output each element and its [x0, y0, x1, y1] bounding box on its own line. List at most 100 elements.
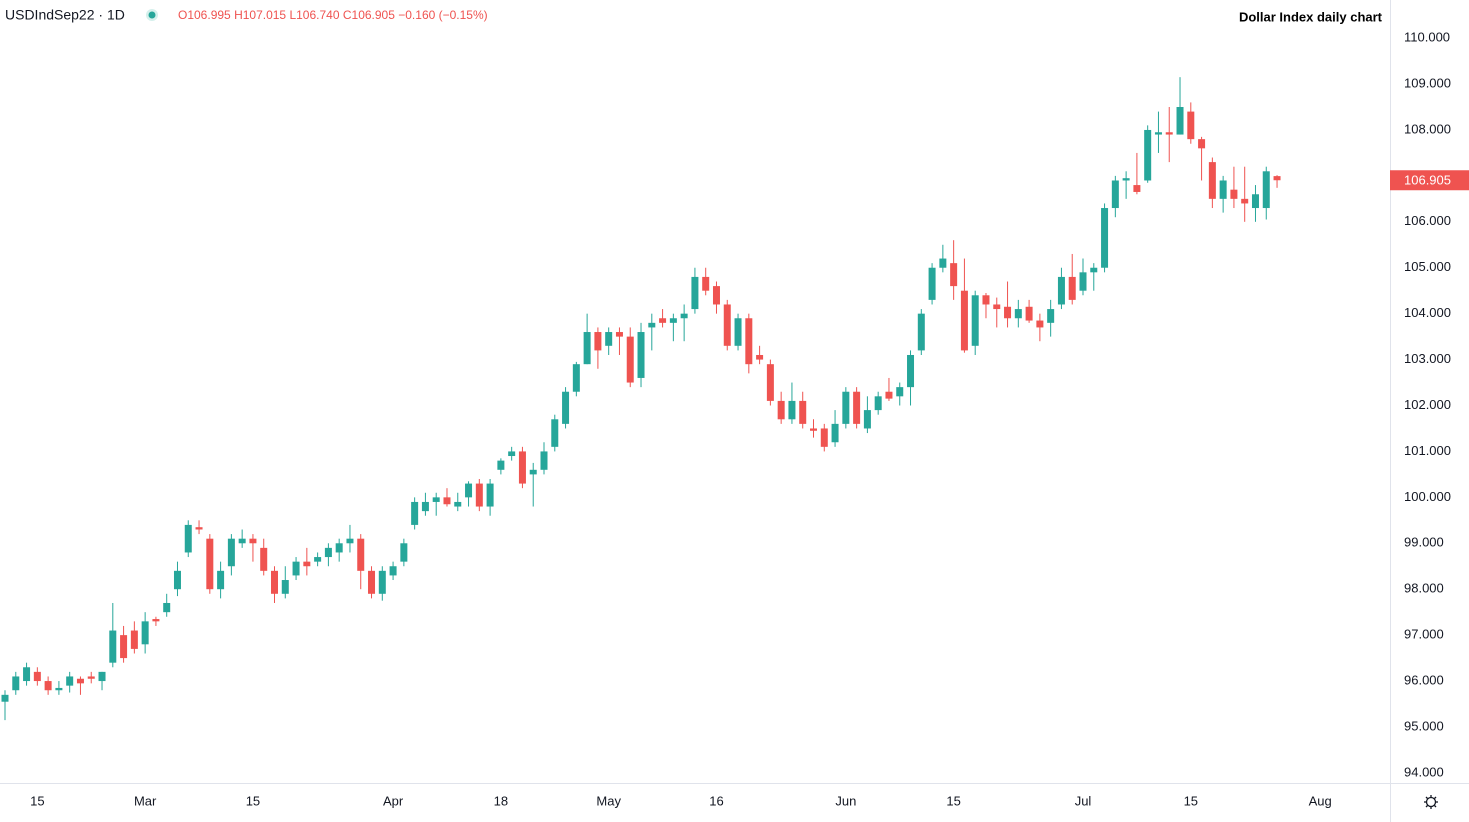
candle-body: [551, 419, 559, 447]
settings-icon[interactable]: [1424, 795, 1438, 809]
candle-body: [723, 304, 731, 346]
candle-body: [1154, 132, 1162, 135]
candle-body: [810, 428, 817, 431]
candle-body: [249, 538, 257, 544]
candle-body: [195, 527, 203, 530]
gear-tooth: [1425, 805, 1428, 808]
candle-body: [346, 538, 354, 544]
candle-body: [702, 276, 710, 291]
candle-body: [66, 676, 74, 686]
candle-body: [141, 621, 149, 645]
gear-tooth: [1425, 796, 1428, 799]
candle-body: [238, 538, 246, 544]
candle-body: [907, 354, 915, 388]
candle-body: [486, 483, 494, 507]
candle-body: [152, 619, 160, 622]
candle-body: [465, 483, 473, 498]
candle-body: [130, 630, 138, 649]
candle-body: [820, 428, 828, 447]
candle-body: [766, 364, 774, 401]
candle-body: [756, 354, 764, 360]
y-tick-label: 103.000: [1404, 351, 1451, 366]
candle-body: [400, 543, 408, 562]
candle-body: [163, 602, 171, 613]
candle-body: [508, 451, 516, 457]
candle-body: [217, 570, 225, 590]
candle-body: [378, 570, 386, 594]
candle-body: [788, 400, 796, 420]
candle-body: [1176, 107, 1184, 135]
y-tick-label: 99.000: [1404, 535, 1444, 550]
last-price-tag: [1390, 170, 1469, 191]
candle-body: [475, 483, 483, 507]
candle-body: [12, 676, 20, 691]
candle-body: [314, 557, 322, 562]
candle-body: [33, 671, 41, 682]
candle-body: [605, 332, 613, 346]
gear-tooth: [1434, 796, 1437, 799]
candle-body: [615, 332, 623, 337]
candle-body: [454, 501, 462, 507]
candle-body: [583, 332, 591, 365]
candle-body: [44, 681, 52, 691]
candle-body: [1230, 189, 1238, 199]
candle-body: [1025, 306, 1033, 321]
candle-body: [572, 364, 580, 392]
candle-body: [1079, 272, 1087, 291]
high-text: H107.015: [234, 8, 286, 22]
candle-body: [659, 318, 667, 323]
candle-body: [863, 410, 871, 429]
y-tick-label: 101.000: [1404, 443, 1451, 458]
x-tick-label: Jul: [1075, 793, 1092, 808]
gear-ring: [1425, 796, 1437, 808]
candle-body: [831, 423, 839, 443]
candle-body: [993, 304, 1001, 310]
candle-body: [734, 318, 742, 346]
y-tick-label: 106.000: [1404, 213, 1451, 228]
candle-body: [1111, 180, 1119, 209]
candle-body: [1208, 162, 1216, 199]
candle-body: [23, 667, 31, 682]
x-tick-label: Apr: [383, 793, 404, 808]
candle-body: [799, 400, 807, 424]
candle-body: [529, 469, 537, 475]
candle-body: [120, 635, 128, 659]
candle-body: [691, 276, 699, 310]
candle-body: [173, 570, 181, 590]
candle-body: [777, 400, 785, 420]
y-tick-label: 98.000: [1404, 581, 1444, 596]
low-text: L106.740: [289, 8, 339, 22]
candle-body: [411, 501, 419, 525]
candle-body: [518, 451, 526, 484]
candle-body: [1068, 276, 1076, 300]
candle-body: [562, 391, 570, 424]
y-tick-label: 108.000: [1404, 121, 1451, 136]
candle-body: [1090, 267, 1098, 273]
candle-body: [712, 286, 720, 305]
candle-body: [1198, 139, 1206, 149]
candle-body: [1187, 111, 1195, 140]
candle-body: [227, 538, 235, 567]
candle-body: [1133, 185, 1141, 192]
x-tick-label: 18: [494, 793, 508, 808]
candle-body: [745, 318, 753, 365]
x-tick-label: Aug: [1309, 793, 1332, 808]
candle-body: [281, 580, 289, 594]
candle-body: [421, 501, 429, 512]
y-tick-label: 104.000: [1404, 305, 1451, 320]
x-tick-label: 16: [709, 793, 723, 808]
candle-body: [1241, 198, 1249, 204]
candle-body: [1036, 320, 1044, 328]
candle-body: [98, 671, 106, 682]
chart-title: Dollar Index daily chart: [1239, 9, 1383, 24]
candle-body: [1004, 306, 1012, 319]
candle-body: [1165, 132, 1173, 135]
candle-body: [971, 295, 979, 346]
status-dot: [148, 11, 156, 19]
candle-body: [432, 497, 440, 502]
candle-body: [950, 263, 958, 287]
candle-body: [109, 630, 117, 663]
candle-body: [917, 313, 925, 351]
